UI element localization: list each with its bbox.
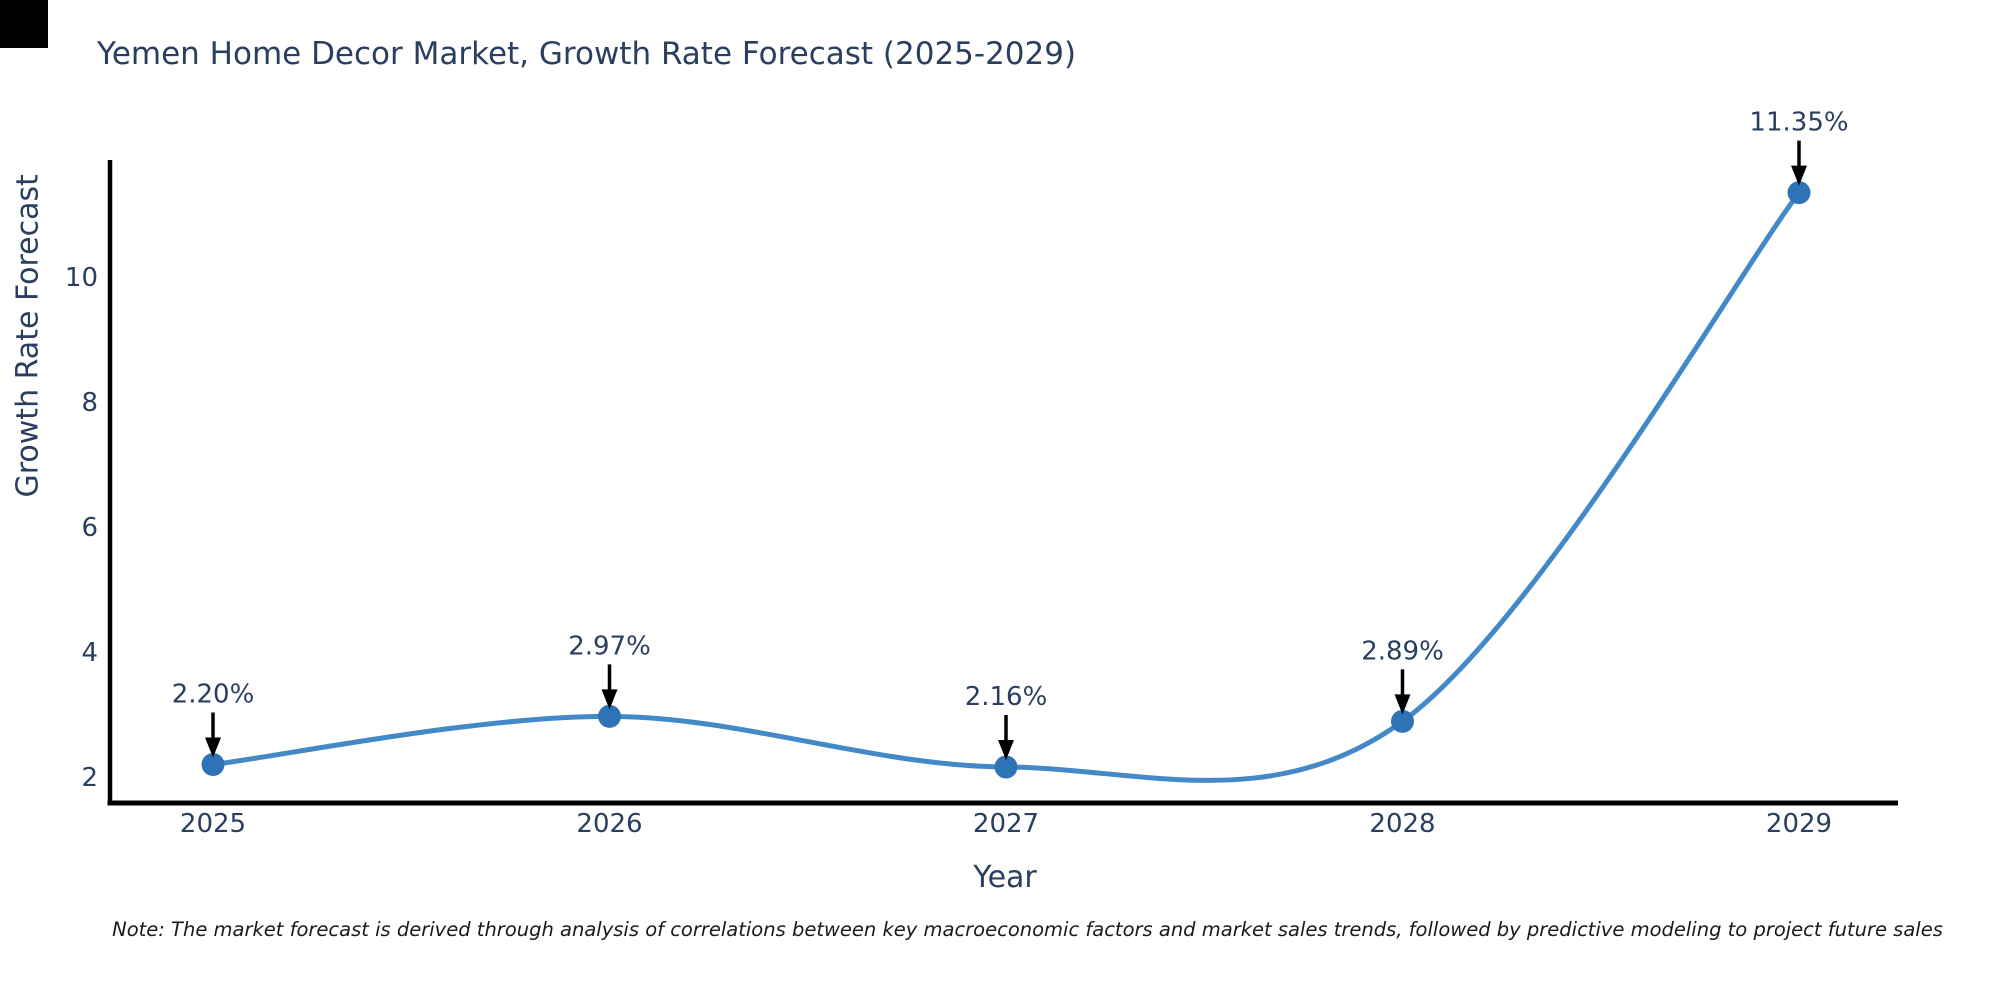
x-tick-label: 2028 (1369, 809, 1435, 839)
y-tick-label: 6 (81, 513, 98, 543)
y-tick-label: 4 (81, 638, 98, 668)
data-point-2028[interactable] (1391, 709, 1414, 733)
annotation-arrow-head (205, 737, 221, 758)
data-point-2026[interactable] (598, 704, 621, 728)
data-point-2029[interactable] (1787, 181, 1811, 205)
x-tick-label: 2027 (973, 809, 1039, 839)
x-axis-title: Year (973, 860, 1037, 895)
x-tick-label: 2025 (180, 809, 246, 839)
annotation-arrow-head (998, 740, 1014, 760)
x-tick-label: 2029 (1766, 809, 1832, 839)
y-tick-label: 2 (81, 763, 98, 793)
corner-black-square (0, 0, 48, 48)
annotation-arrow-head (1791, 165, 1807, 186)
y-tick-label: 10 (65, 263, 98, 293)
y-tick-label: 8 (81, 388, 98, 418)
point-label-2025: 2.20% (172, 680, 255, 710)
data-point-2027[interactable] (994, 755, 1018, 779)
point-label-2026: 2.97% (568, 631, 651, 661)
annotation-arrow-head (1394, 694, 1411, 715)
chart-title: Yemen Home Decor Market, Growth Rate For… (97, 36, 1077, 72)
point-label-2027: 2.16% (965, 682, 1048, 712)
annotation-arrow-head (601, 689, 618, 710)
point-label-2029: 11.35% (1749, 108, 1848, 138)
forecast-line[interactable] (210, 190, 1802, 783)
data-point-2025[interactable] (201, 753, 225, 776)
point-label-2028: 2.89% (1361, 636, 1444, 666)
x-tick-label: 2026 (576, 809, 642, 839)
footnote: Note: The market forecast is derived thr… (112, 918, 1943, 941)
